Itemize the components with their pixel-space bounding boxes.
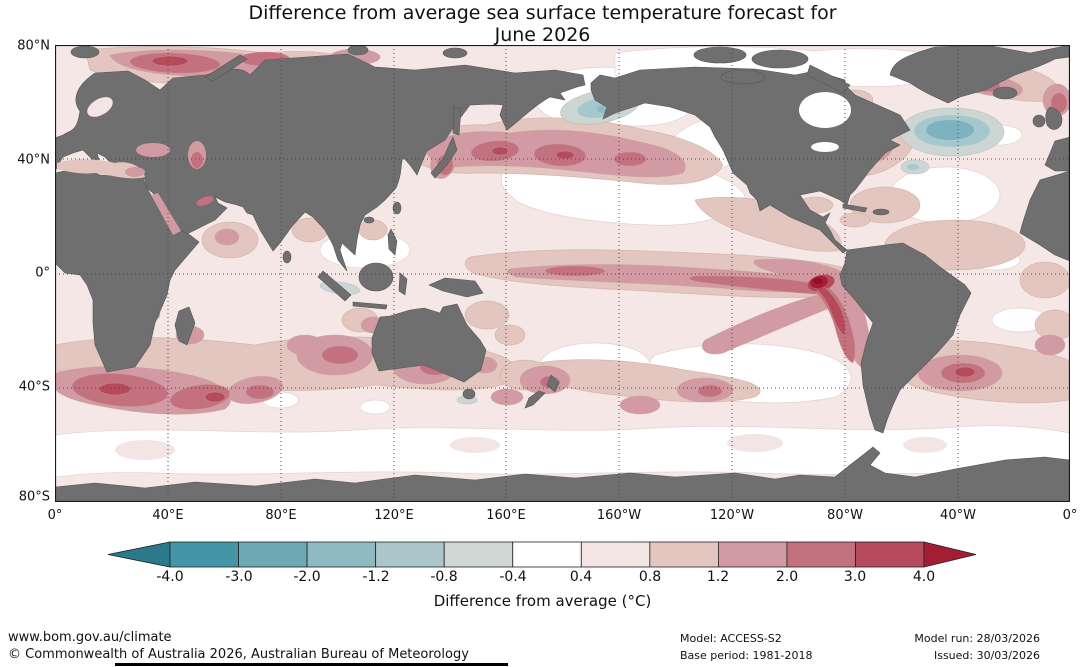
lat-label-40n: 40°N (17, 152, 50, 168)
lon-label-160e: 160°E (486, 508, 526, 523)
bottom-edge-line (115, 663, 508, 666)
colorbar-left-arrow (108, 541, 171, 568)
map-frame (54, 44, 1071, 503)
light-pink-layer (115, 434, 947, 460)
chart-title-line1: Difference from average sea surface temp… (248, 2, 837, 24)
lat-label-40s: 40°S (18, 379, 50, 395)
lon-label-160w: 160°W (596, 508, 642, 523)
colorbar-segments (169, 541, 925, 568)
colorbar-caption: Difference from average (°C) (433, 592, 652, 610)
cb-tick--4.0: -4.0 (156, 569, 184, 585)
lon-label-40w: 40°W (940, 508, 976, 523)
colorbar-right-arrow (923, 541, 977, 568)
chart-title-line2: June 2026 (494, 24, 591, 46)
lat-label-80s: 80°S (18, 489, 50, 505)
sst-anomaly-map-svg (54, 44, 1076, 503)
footer-url[interactable]: www.bom.gov.au/climate (8, 630, 172, 645)
cb-tick-3.0: 3.0 (843, 569, 867, 585)
footer-base-period: Base period: 1981-2018 (680, 649, 813, 662)
footer-model-run: Model run: 28/03/2026 (914, 632, 1040, 645)
lon-label-120w: 120°W (709, 508, 755, 523)
cb-tick-1.2: 1.2 (706, 569, 730, 585)
sst-anomaly-map (54, 44, 1076, 503)
lon-label-80w: 80°W (827, 508, 863, 523)
cb-tick-0.4: 0.4 (569, 569, 593, 585)
footer-copyright: © Commonwealth of Australia 2026, Austra… (8, 647, 469, 662)
lon-label-120e: 120°E (374, 508, 414, 523)
cb-tick--0.4: -0.4 (499, 569, 527, 585)
colorbar (108, 541, 977, 568)
cb-tick--0.8: -0.8 (430, 569, 458, 585)
lon-label-0e: 0° (47, 508, 63, 523)
warm-40-core-layer (810, 275, 828, 289)
lat-label-80n: 80°N (17, 38, 50, 54)
cb-tick--1.2: -1.2 (362, 569, 390, 585)
lon-label-40e: 40°E (152, 508, 184, 523)
lon-label-0w: 0° (1062, 508, 1078, 523)
inland-seas-layer (57, 92, 851, 235)
graticule-layer (55, 45, 1070, 502)
cb-tick-2.0: 2.0 (775, 569, 799, 585)
lon-label-80e: 80°E (265, 508, 297, 523)
cb-tick-4.0: 4.0 (912, 569, 936, 585)
footer-model: Model: ACCESS-S2 (680, 632, 782, 645)
cb-tick-0.8: 0.8 (638, 569, 662, 585)
cb-tick--3.0: -3.0 (225, 569, 253, 585)
cb-tick--2.0: -2.0 (293, 569, 321, 585)
lat-label-0: 0° (35, 265, 50, 281)
footer-issued: Issued: 30/03/2026 (933, 649, 1040, 662)
